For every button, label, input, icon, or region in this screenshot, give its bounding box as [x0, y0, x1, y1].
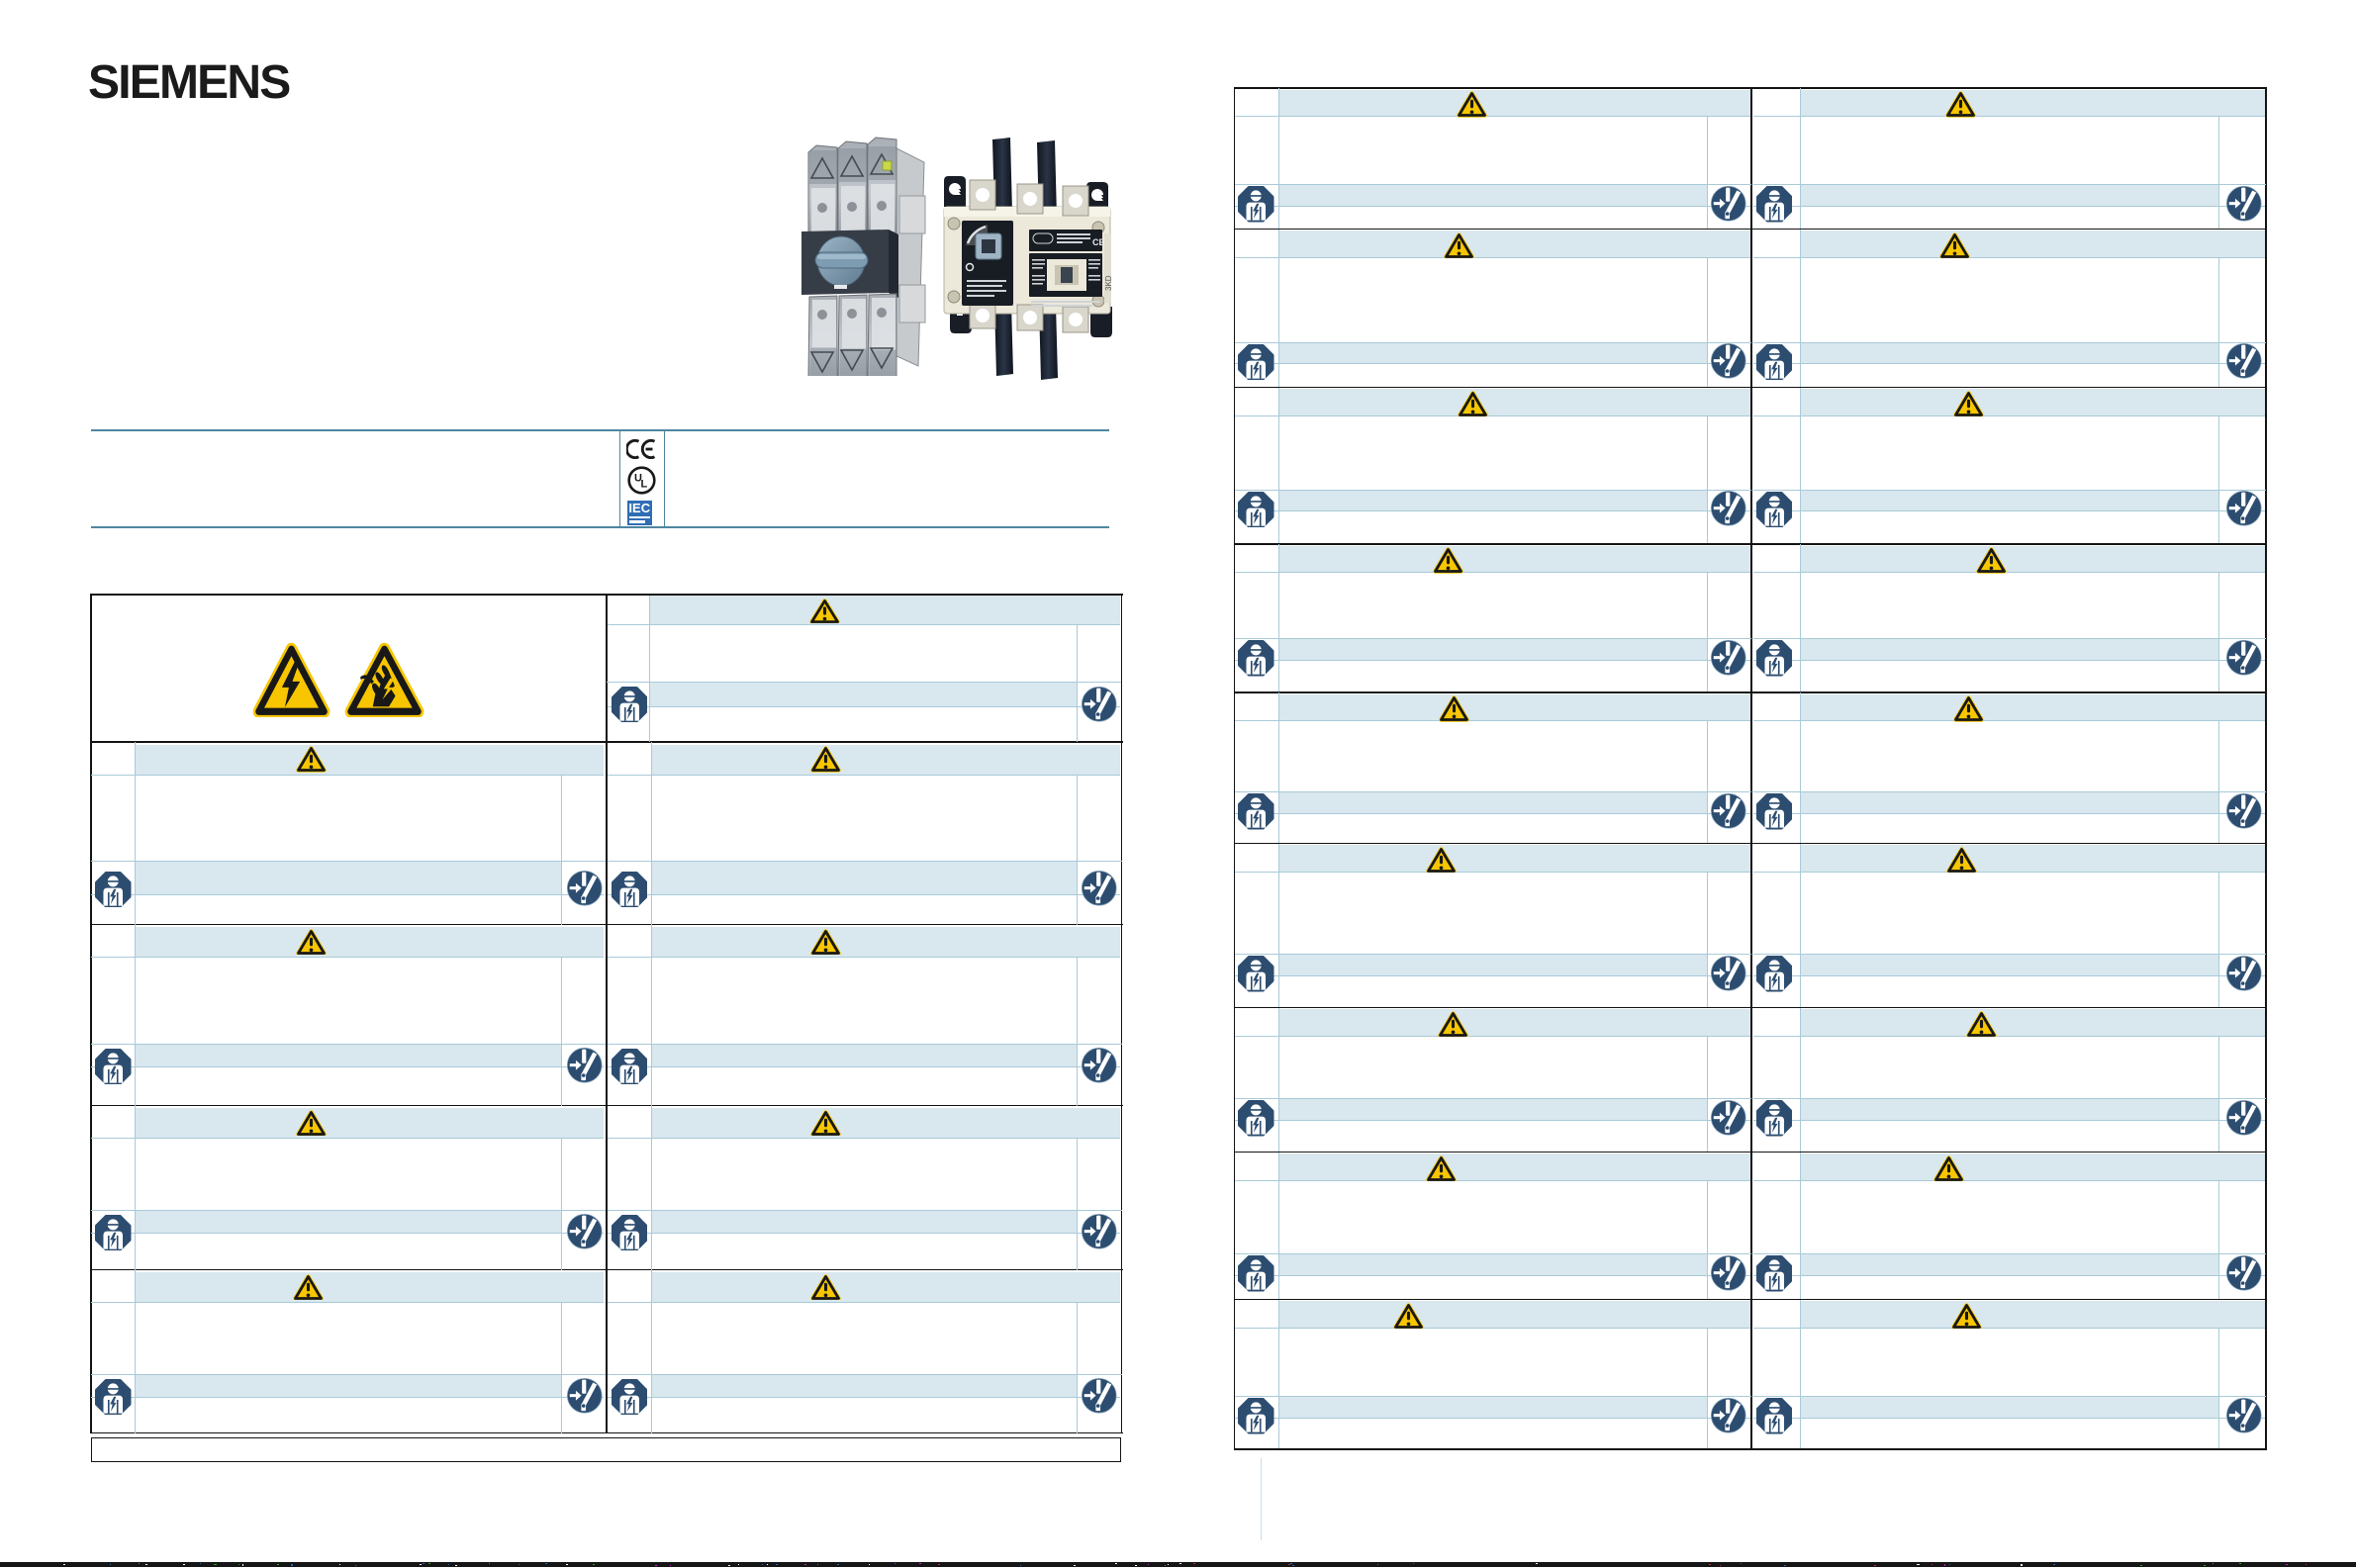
- svg-text:3KD: 3KD: [1104, 275, 1113, 291]
- svg-text:CE: CE: [1092, 237, 1105, 247]
- svg-text:L: L: [641, 479, 648, 491]
- svg-text:U: U: [634, 473, 642, 485]
